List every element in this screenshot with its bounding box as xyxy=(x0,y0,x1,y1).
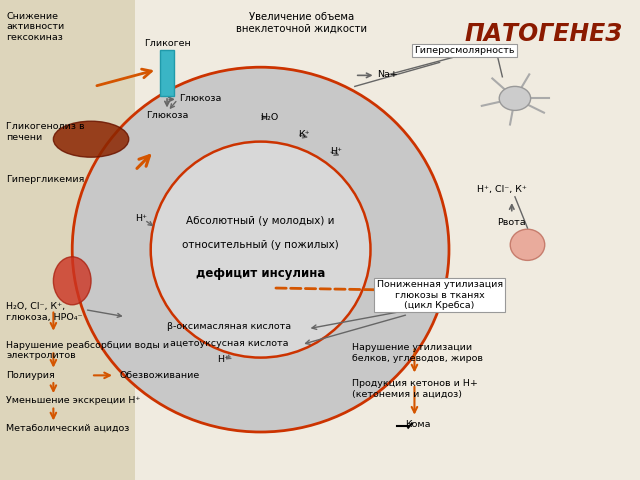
Bar xyxy=(160,50,174,96)
Text: Гипергликемия: Гипергликемия xyxy=(6,175,84,184)
Ellipse shape xyxy=(53,121,129,157)
Text: Снижение
активности
гексокиназ: Снижение активности гексокиназ xyxy=(6,12,65,42)
Text: Н⁺: Н⁺ xyxy=(217,356,229,364)
Text: Метаболический ацидоз: Метаболический ацидоз xyxy=(6,424,130,432)
Ellipse shape xyxy=(510,229,545,260)
Text: ПАТОГЕНЕЗ: ПАТОГЕНЕЗ xyxy=(464,22,622,46)
Text: Гиперосмолярность: Гиперосмолярность xyxy=(415,46,515,55)
Text: дефицит инсулина: дефицит инсулина xyxy=(196,267,325,280)
Text: Продукция кетонов и Н+
(кетонемия и ацидоз): Продукция кетонов и Н+ (кетонемия и ацид… xyxy=(351,379,477,398)
Text: Абсолютный (у молодых) и: Абсолютный (у молодых) и xyxy=(186,216,335,226)
Text: Н⁺, Cl⁻, К⁺: Н⁺, Cl⁻, К⁺ xyxy=(477,185,527,194)
Text: Полиурия: Полиурия xyxy=(6,371,55,380)
Text: Нарушение реабсорбции воды и
электролитов: Нарушение реабсорбции воды и электролито… xyxy=(6,341,170,360)
Text: Н₂О, Cl⁻, К⁺,
глюкоза, НРО₄⁻: Н₂О, Cl⁻, К⁺, глюкоза, НРО₄⁻ xyxy=(6,302,83,322)
Text: Гликоген: Гликоген xyxy=(143,39,191,48)
Text: относительный (у пожилых): относительный (у пожилых) xyxy=(182,240,339,250)
Text: Гликогенолиз в
печени: Гликогенолиз в печени xyxy=(6,122,85,142)
Text: Глюкоза: Глюкоза xyxy=(179,94,221,103)
Text: Пониженная утилизация
глюкозы в тканях
(цикл Кребса): Пониженная утилизация глюкозы в тканях (… xyxy=(376,280,502,310)
Ellipse shape xyxy=(499,86,531,110)
Ellipse shape xyxy=(72,67,449,432)
Text: Кома: Кома xyxy=(405,420,430,429)
Text: β-оксимасляная кислота: β-оксимасляная кислота xyxy=(167,322,291,331)
Text: ацетоуксусная кислота: ацетоуксусная кислота xyxy=(170,339,289,348)
Ellipse shape xyxy=(53,257,91,305)
Text: Н₂О: Н₂О xyxy=(260,113,279,122)
Text: Н⁺: Н⁺ xyxy=(135,214,147,223)
Text: Na+: Na+ xyxy=(377,70,397,79)
Text: Нарушение утилизации
белков, углеводов, жиров: Нарушение утилизации белков, углеводов, … xyxy=(351,343,483,362)
Text: Увеличение объема
внеклеточной жидкости: Увеличение объема внеклеточной жидкости xyxy=(236,12,367,34)
Text: Обезвоживание: Обезвоживание xyxy=(119,371,200,380)
Text: Рвота: Рвота xyxy=(497,218,526,228)
Bar xyxy=(0,0,135,480)
Text: Глюкоза: Глюкоза xyxy=(146,111,188,120)
Text: Уменьшение экскреции Н⁺: Уменьшение экскреции Н⁺ xyxy=(6,396,141,405)
Ellipse shape xyxy=(150,142,371,358)
Text: Н⁺: Н⁺ xyxy=(330,147,342,156)
Text: К⁺: К⁺ xyxy=(298,130,310,139)
